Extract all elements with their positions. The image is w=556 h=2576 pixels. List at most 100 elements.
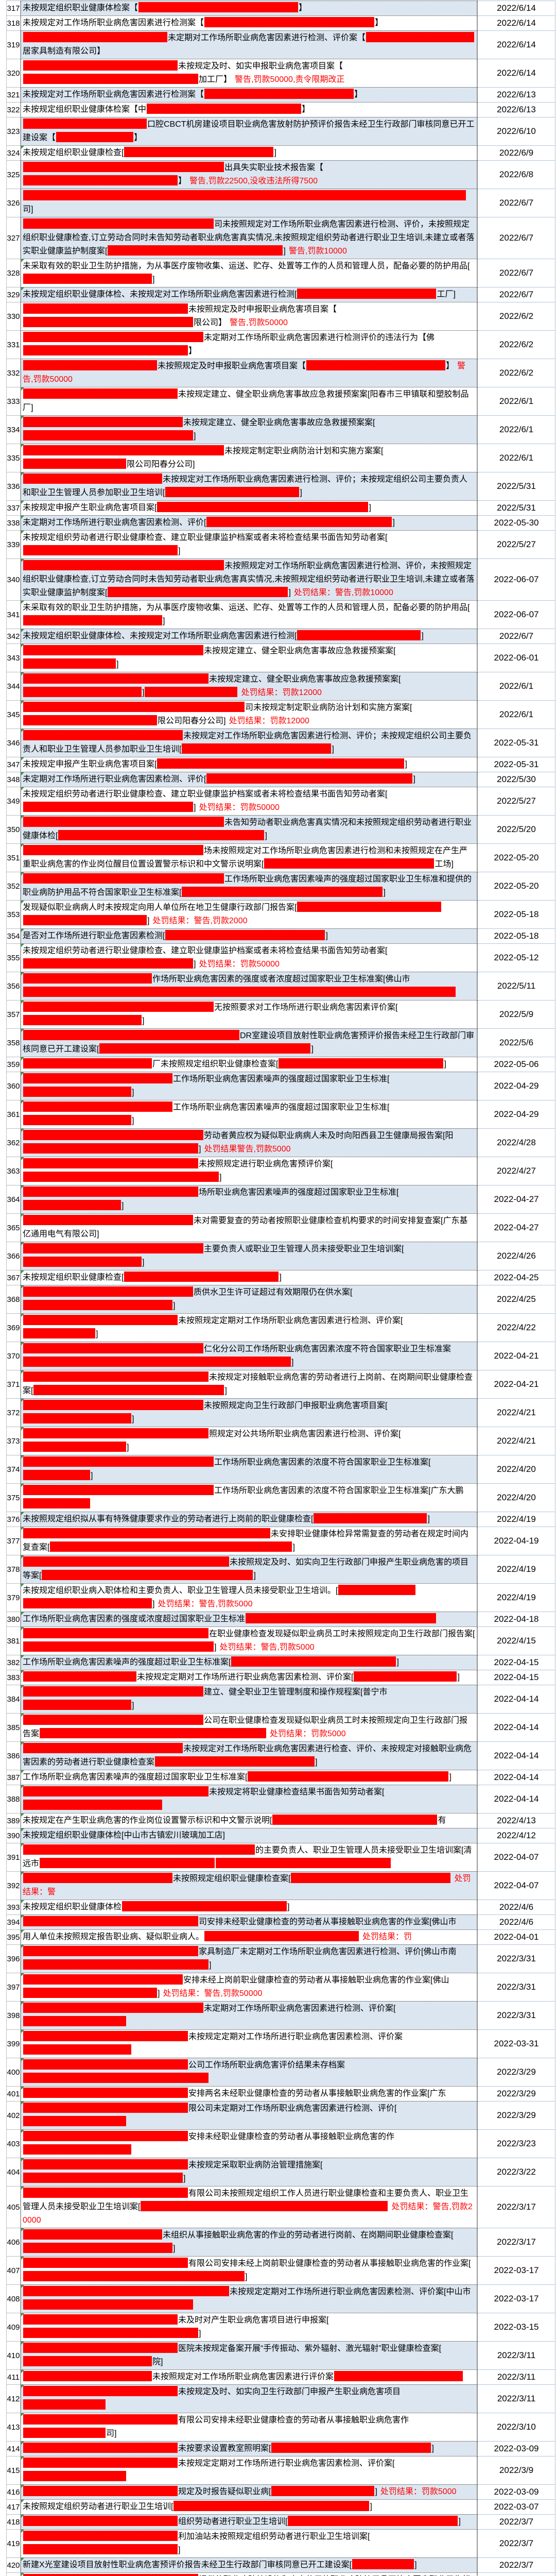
row-number-cell[interactable]: 320 bbox=[6, 59, 21, 88]
violation-cell[interactable]: 未按规定定期对工作场所进行职业病危害因素检测、评价案[ bbox=[21, 2456, 477, 2485]
row-number-cell[interactable]: 364 bbox=[6, 1185, 21, 1214]
date-cell[interactable]: 2022/6/1 bbox=[477, 387, 555, 416]
violation-cell[interactable]: 未按规定申报产生职业病危害项目案[] bbox=[21, 500, 477, 516]
date-cell[interactable]: 2022/3/7 bbox=[477, 2557, 555, 2573]
row-number-cell[interactable]: 348 bbox=[6, 772, 21, 787]
row-number-cell[interactable]: 386 bbox=[6, 1741, 21, 1770]
row-number-cell[interactable]: 329 bbox=[6, 287, 21, 302]
row-number-cell[interactable]: 399 bbox=[6, 2029, 21, 2058]
row-number-cell[interactable]: 420 bbox=[6, 2557, 21, 2573]
violation-cell[interactable]: 工作场所职业病危害因素噪声的强度超过国家职业卫生标准和提供的职业病防护用品不符合… bbox=[21, 872, 477, 901]
violation-cell[interactable]: 未按照规定定期对工作场所职业病危害因素进行检测、评价案[] bbox=[21, 1313, 477, 1342]
row-number-cell[interactable]: 403 bbox=[6, 2129, 21, 2158]
date-cell[interactable]: 2022/6/14 bbox=[477, 30, 555, 59]
row-number-cell[interactable]: 317 bbox=[6, 1, 21, 16]
date-cell[interactable]: 2022/5/30 bbox=[477, 772, 555, 787]
row-number-cell[interactable]: 349 bbox=[6, 787, 21, 816]
row-number-cell[interactable]: 390 bbox=[6, 1828, 21, 1843]
date-cell[interactable]: 2022-04-07 bbox=[477, 1871, 555, 1900]
date-cell[interactable]: 2022-04-29 bbox=[477, 1072, 555, 1100]
row-number-cell[interactable]: 344 bbox=[6, 672, 21, 701]
date-cell[interactable]: 2022/4/20 bbox=[477, 1455, 555, 1484]
violation-cell[interactable]: 未按照规定进行职业病危害预评价案[] bbox=[21, 1157, 477, 1185]
row-number-cell[interactable]: 346 bbox=[6, 728, 21, 757]
row-number-cell[interactable]: 327 bbox=[6, 217, 21, 259]
date-cell[interactable]: 2022-05-30 bbox=[477, 515, 555, 531]
row-number-cell[interactable]: 382 bbox=[6, 1655, 21, 1670]
violation-cell[interactable]: 家具制造厂未定期对工作场所职业病危害因素进行检测、评价[佛山市南] bbox=[21, 1944, 477, 1973]
violation-cell[interactable]: 规定及时报告疑似职业病[] 处罚结果：罚款5000 bbox=[21, 2484, 477, 2500]
row-number-cell[interactable]: 419 bbox=[6, 2529, 21, 2558]
violation-cell[interactable]: 无按照要求对工作场所进行职业病危害因素评价案[] bbox=[21, 1000, 477, 1029]
row-number-cell[interactable]: 413 bbox=[6, 2413, 21, 2442]
date-cell[interactable]: 2022/6/8 bbox=[477, 160, 555, 189]
violation-cell[interactable]: 工作场所职业病危害因素的强度或浓度超过国家职业卫生标准 bbox=[21, 1612, 477, 1627]
row-number-cell[interactable]: 408 bbox=[6, 2284, 21, 2313]
date-cell[interactable]: 2022/4/20 bbox=[477, 1483, 555, 1512]
violation-cell[interactable]: 未按规定对工作场所职业病危害因素进行检测、评价；未按规定组织公司主要负责人和职业… bbox=[21, 472, 477, 501]
row-number-cell[interactable]: 360 bbox=[6, 1072, 21, 1100]
date-cell[interactable]: 2022-04-14 bbox=[477, 1741, 555, 1770]
row-number-cell[interactable]: 371 bbox=[6, 1370, 21, 1399]
violation-cell[interactable]: 未按照规定组织劳动者进行职业卫生培训[] bbox=[21, 2499, 477, 2515]
row-number-cell[interactable]: 406 bbox=[6, 2228, 21, 2257]
violation-cell[interactable]: 未按规定组织职业健康体检案【 】 bbox=[21, 1, 477, 16]
row-number-cell[interactable]: 339 bbox=[6, 530, 21, 559]
violation-cell[interactable]: 工作场所职业病危害因素的浓度不符合国家职业卫生标准案[] bbox=[21, 1455, 477, 1484]
row-number-cell[interactable]: 378 bbox=[6, 1555, 21, 1584]
violation-cell[interactable]: 场未按照规定对工作场所职业病危害因素进行检测和未按照规定在产生严重职业病危害的作… bbox=[21, 843, 477, 872]
row-number-cell[interactable]: 373 bbox=[6, 1427, 21, 1455]
violation-cell[interactable]: 有限公司安排未经职业健康检查的劳动者从事接触职业病危害作司] bbox=[21, 2413, 477, 2442]
row-number-cell[interactable]: 366 bbox=[6, 1242, 21, 1270]
row-number-cell[interactable]: 333 bbox=[6, 387, 21, 416]
violation-cell[interactable]: 用人单位未按照规定报告职业病、疑似职业病人。 处罚结果：罚 bbox=[21, 1929, 477, 1945]
date-cell[interactable]: 2022/4/19 bbox=[477, 1512, 555, 1527]
violation-cell[interactable]: 的主要负责人、职业卫生管理人员未接受职业卫生培训案[清远市 bbox=[21, 1843, 477, 1872]
date-cell[interactable]: 2022-04-14 bbox=[477, 1785, 555, 1814]
violation-cell[interactable]: 未按规定制定职业病防治计划和实施方案案[限公司阳春分公司] bbox=[21, 444, 477, 472]
row-number-cell[interactable]: 392 bbox=[6, 1871, 21, 1900]
row-number-cell[interactable]: 353 bbox=[6, 900, 21, 929]
date-cell[interactable]: 2022/3/11 bbox=[477, 2341, 555, 2370]
row-number-cell[interactable]: 374 bbox=[6, 1455, 21, 1484]
date-cell[interactable]: 2022/3/31 bbox=[477, 2001, 555, 2030]
violation-cell[interactable]: 未按照规定及时申报职业病危害项目案【 】警告,罚款50000 bbox=[21, 359, 477, 387]
row-number-cell[interactable]: 323 bbox=[6, 117, 21, 146]
date-cell[interactable]: 2022/6/14 bbox=[477, 59, 555, 88]
date-cell[interactable]: 2022-05-18 bbox=[477, 928, 555, 944]
violation-cell[interactable]: 未按规定组织职业病入职体检和主要负责人、职业卫生管理人员未接受职业卫生培训。[]… bbox=[21, 1583, 477, 1612]
violation-cell[interactable]: 未按规定建立、健全职业病危害事故应急救援预案案[] bbox=[21, 415, 477, 444]
date-cell[interactable]: 2022-03-07 bbox=[477, 2499, 555, 2515]
date-cell[interactable]: 2022/6/1 bbox=[477, 444, 555, 472]
date-cell[interactable]: 2022/5/31 bbox=[477, 472, 555, 501]
row-number-cell[interactable]: 355 bbox=[6, 943, 21, 972]
violation-cell[interactable]: 医院未按规定备案开展“手传振动、紫外辐射、激光辐射”职业健康检查案[院] bbox=[21, 2341, 477, 2370]
violation-cell[interactable]: 未按照规定对工作场所职业病危害因素进行评价案 bbox=[21, 2369, 477, 2385]
violation-cell[interactable]: 未按照规定及时、如实向卫生行政部门申报产生职业病危害的项目等案[] bbox=[21, 1555, 477, 1584]
date-cell[interactable]: 2022/5/27 bbox=[477, 530, 555, 559]
row-number-cell[interactable]: 368 bbox=[6, 1285, 21, 1314]
row-number-cell[interactable]: 411 bbox=[6, 2369, 21, 2385]
violation-cell[interactable]: 质供水卫生许可证超过有效期限仍在供水案[] bbox=[21, 1285, 477, 1314]
violation-cell[interactable]: 照规定对公共场所职业病危害因素进行检测、评价案[] bbox=[21, 1427, 477, 1455]
row-number-cell[interactable]: 336 bbox=[6, 472, 21, 501]
date-cell[interactable]: 2022-04-29 bbox=[477, 1100, 555, 1129]
row-number-cell[interactable]: 393 bbox=[6, 1900, 21, 1915]
row-number-cell[interactable]: 324 bbox=[6, 145, 21, 161]
date-cell[interactable]: 2022/6/1 bbox=[477, 700, 555, 729]
row-number-cell[interactable]: 395 bbox=[6, 1929, 21, 1945]
date-cell[interactable]: 2022-04-25 bbox=[477, 1270, 555, 1285]
row-number-cell[interactable]: 414 bbox=[6, 2441, 21, 2456]
violation-cell[interactable]: 未定期对工作场所职业病危害因素进行检测评价的违法行为【佛】 bbox=[21, 330, 477, 359]
date-cell[interactable]: 2022/3/11 bbox=[477, 2369, 555, 2385]
row-number-cell[interactable]: 372 bbox=[6, 1398, 21, 1427]
violation-cell[interactable]: 未按规定定期对工作场所进行职业病危害因素检测、评价案 bbox=[21, 2029, 477, 2058]
violation-cell[interactable]: 工作场所职业病危害因素噪声的强度超过国家职业卫生标准案[] bbox=[21, 1770, 477, 1785]
row-number-cell[interactable]: 381 bbox=[6, 1626, 21, 1655]
date-cell[interactable]: 2022/6/1 bbox=[477, 672, 555, 701]
date-cell[interactable]: 2022-05-06 bbox=[477, 1057, 555, 1072]
date-cell[interactable]: 2022/3/31 bbox=[477, 1973, 555, 2002]
row-number-cell[interactable]: 357 bbox=[6, 1000, 21, 1029]
row-number-cell[interactable]: 343 bbox=[6, 643, 21, 672]
date-cell[interactable]: 2022-04-21 bbox=[477, 1342, 555, 1370]
